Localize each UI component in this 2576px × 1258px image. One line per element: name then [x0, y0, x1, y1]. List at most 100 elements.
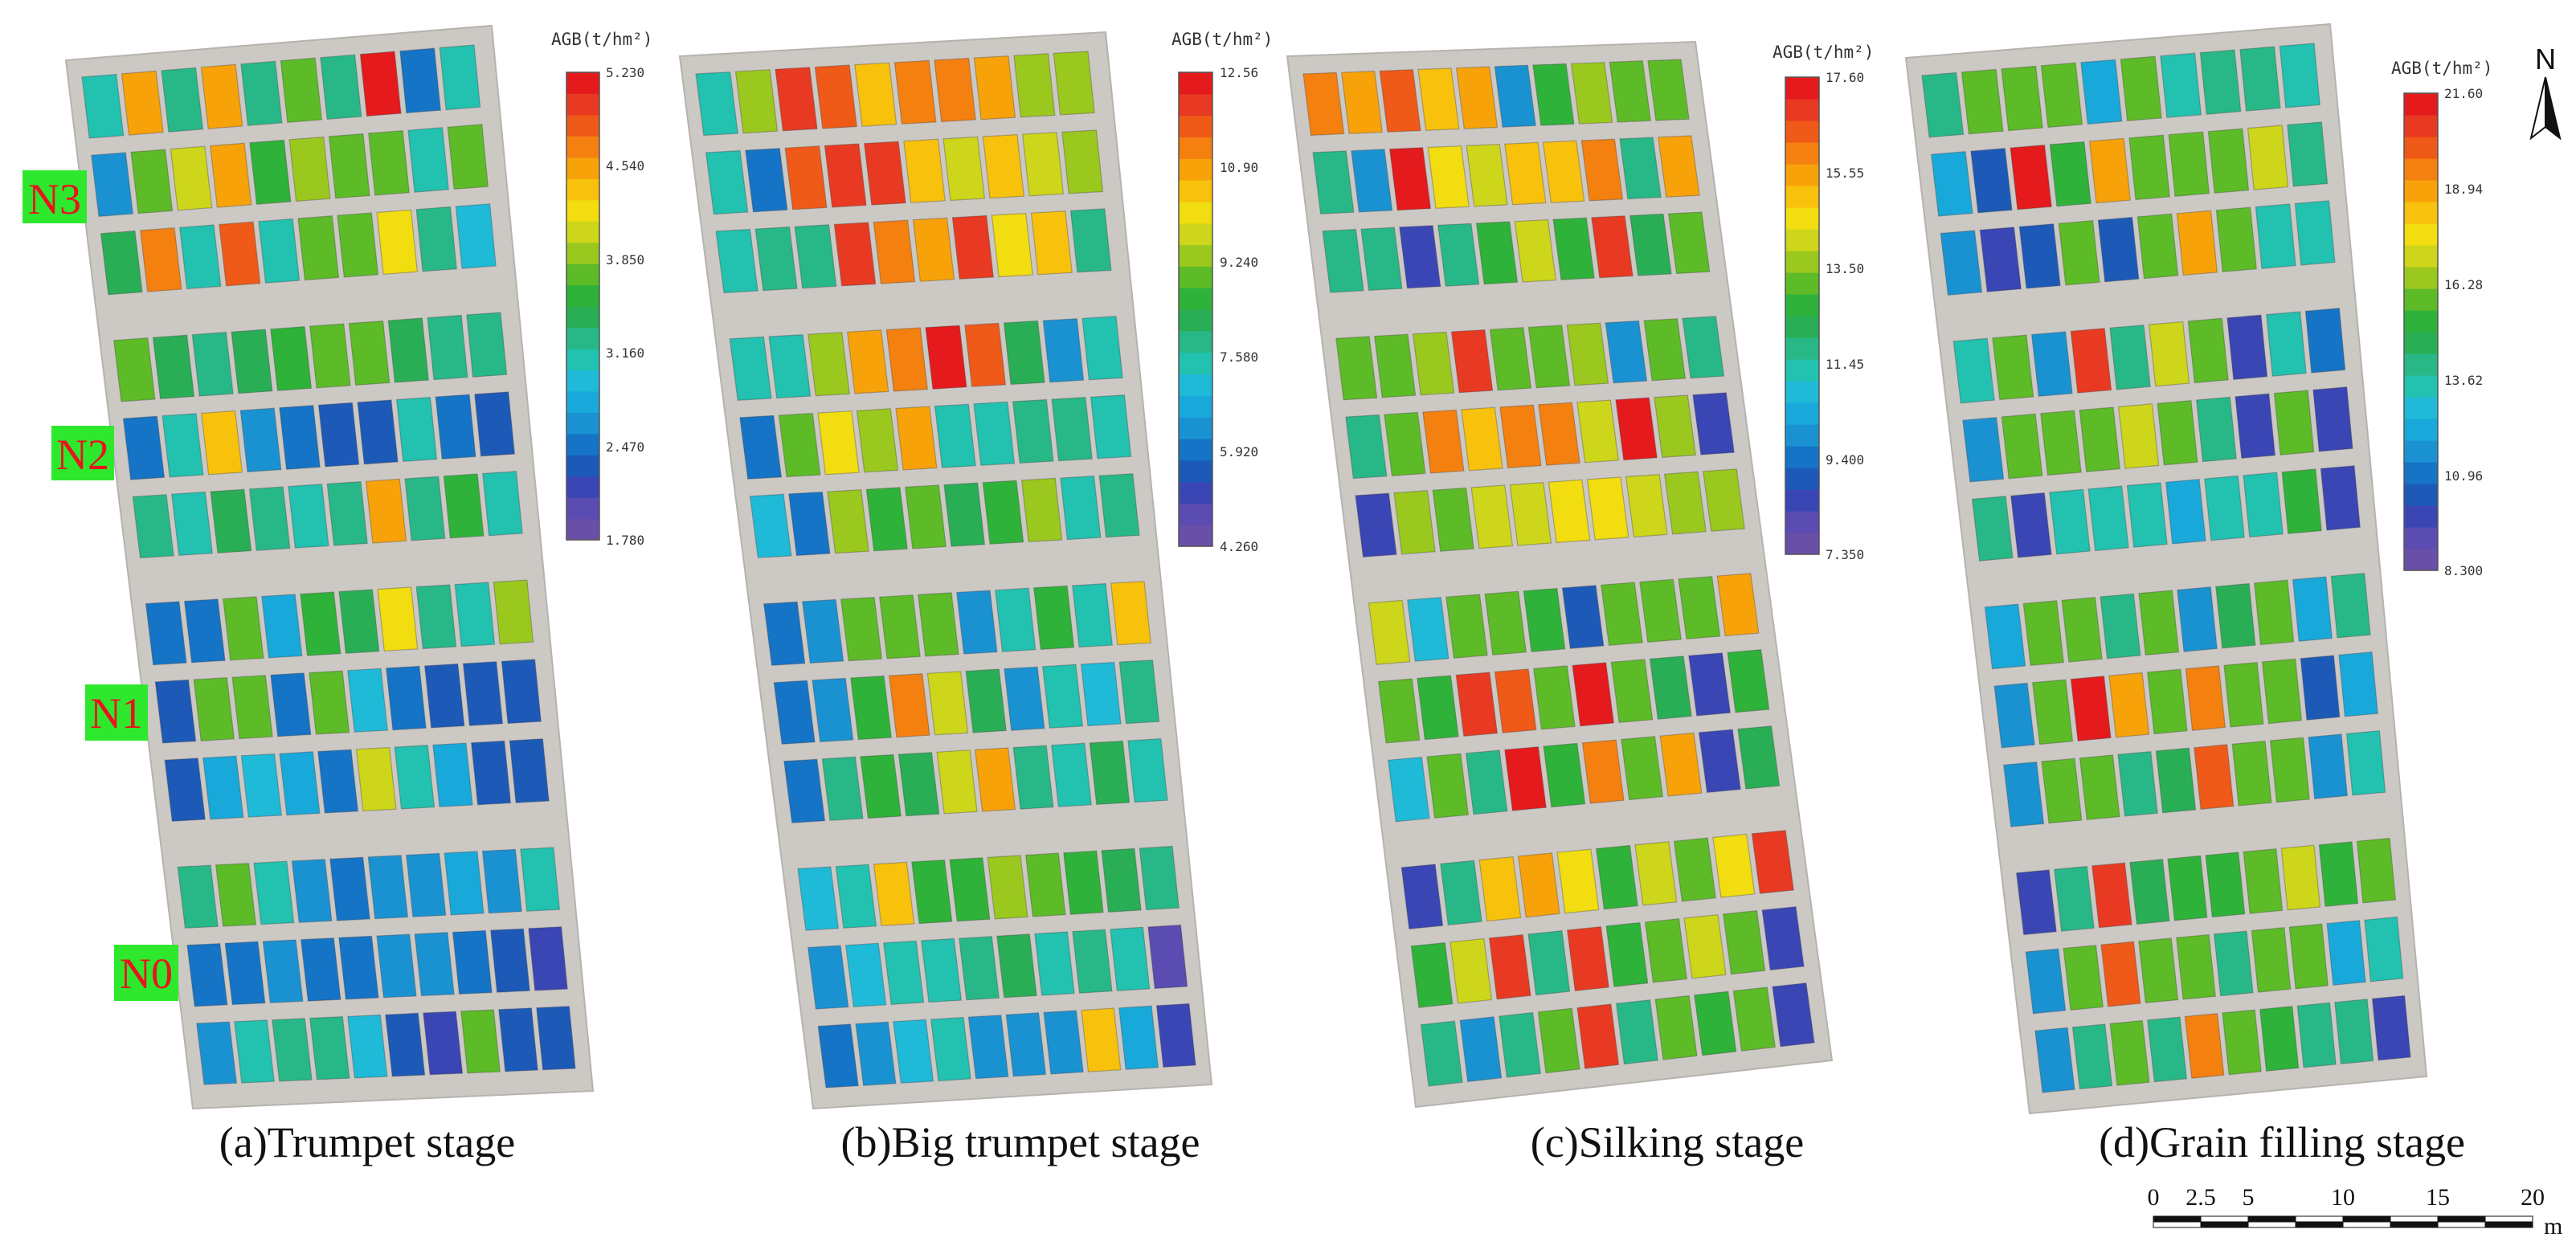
- colorbar-band: [566, 242, 599, 264]
- plot-cell: [1682, 316, 1725, 379]
- colorbar-band: [2404, 484, 2438, 506]
- plot-cell: [1504, 141, 1547, 206]
- plot-cell: [943, 482, 986, 547]
- plot-cell: [481, 848, 522, 914]
- plot-cell: [2364, 916, 2404, 982]
- plot-cell: [2003, 761, 2045, 827]
- panel-grain-filling-stage: AGB(t/hm²) 21.60 18.94 16.28 13.62 10.96…: [1904, 22, 2492, 1166]
- field-map-trumpet: [64, 24, 595, 1110]
- plot-cell: [1110, 581, 1151, 646]
- plot-cell: [921, 937, 963, 1003]
- plot-cell: [2088, 137, 2131, 204]
- plot-cell: [2054, 865, 2095, 932]
- plot-cell: [2058, 219, 2100, 286]
- plot-cell: [443, 473, 485, 539]
- plot-cell: [1043, 1010, 1084, 1075]
- plot-cell: [1351, 149, 1393, 213]
- colorbar-silking: AGB(t/hm²) 17.60 15.55 13.50 11.45 9.400…: [1773, 43, 1874, 562]
- plot-grid-grain-filling: [1921, 43, 2411, 1093]
- plot-cell: [1527, 325, 1571, 389]
- plot-cell: [1615, 397, 1658, 461]
- colorbar-band: [1785, 316, 1819, 338]
- colorbar-band: [566, 327, 599, 349]
- nitrogen-label-bg: [22, 170, 87, 223]
- scale-segment: [2295, 1215, 2344, 1223]
- plot-cell: [1527, 929, 1571, 996]
- plot-cell: [357, 399, 399, 465]
- plot-cell: [1504, 746, 1547, 811]
- plot-cell: [1654, 394, 1696, 458]
- plot-cell: [794, 224, 837, 289]
- plot-grid-trumpet: [81, 44, 576, 1085]
- plot-cell: [2215, 206, 2257, 272]
- colorbar-frame: [2403, 92, 2439, 571]
- plot-cell: [2118, 403, 2160, 469]
- scale-segment: [2342, 1215, 2391, 1223]
- plot-cell: [338, 935, 379, 1000]
- plot-cell: [2222, 1009, 2262, 1076]
- plot-cell: [1080, 661, 1122, 727]
- plot-cell: [470, 740, 512, 806]
- plot-cell: [326, 480, 368, 546]
- plot-cell: [2330, 573, 2371, 639]
- plot-cell: [2213, 930, 2254, 997]
- plot-cell: [2015, 869, 2057, 936]
- colorbar-band: [1179, 417, 1212, 439]
- caption-big-trumpet-stage: (b)Big trumpet stage: [841, 1118, 1200, 1166]
- plot-cell: [2129, 859, 2170, 925]
- plot-cell: [249, 139, 292, 205]
- plot-cell: [1427, 145, 1470, 209]
- plot-cell: [2326, 920, 2366, 986]
- colorbar-band: [2404, 115, 2438, 137]
- plot-cell: [2199, 49, 2242, 115]
- plot-cell: [812, 677, 854, 743]
- plot-cell: [1051, 396, 1093, 462]
- plot-cell: [2168, 131, 2210, 198]
- plot-cell: [856, 408, 899, 473]
- plot-cell: [2296, 1002, 2337, 1068]
- plot-cell: [863, 141, 906, 206]
- colorbar-band: [566, 348, 599, 370]
- plot-cell: [1118, 1005, 1159, 1070]
- plot-cell: [1341, 70, 1383, 135]
- colorbar-band: [1785, 186, 1819, 208]
- plot-cell: [2025, 948, 2067, 1015]
- plot-cell: [2226, 314, 2268, 381]
- plot-cell: [1012, 398, 1054, 464]
- colorbar-band: [1179, 374, 1212, 396]
- plot-cell: [300, 591, 341, 656]
- plot-cell: [132, 494, 174, 559]
- plot-cell: [1683, 914, 1727, 979]
- plot-cell: [2128, 134, 2170, 201]
- field-background: [1904, 22, 2428, 1115]
- plot-cell: [140, 227, 182, 292]
- colorbar-ticks: 5.230 4.540 3.850 3.160 2.470 1.780: [606, 65, 644, 548]
- plot-cell: [942, 136, 985, 202]
- panel-silking-stage: AGB(t/hm²) 17.60 15.55 13.50 11.45 9.400…: [1286, 40, 1874, 1166]
- plot-cell: [376, 209, 419, 276]
- colorbar-band: [566, 390, 599, 413]
- plot-cell: [951, 214, 994, 280]
- plot-cell: [338, 589, 380, 654]
- plot-cell: [280, 57, 323, 124]
- plot-cell: [1024, 852, 1066, 917]
- plot-cell: [262, 939, 304, 1003]
- scale-tick-label: 20: [2521, 1184, 2545, 1211]
- plot-cell: [1155, 1003, 1196, 1068]
- plot-cell: [2281, 468, 2322, 534]
- plot-cell: [973, 55, 1016, 120]
- plot-cell: [1360, 227, 1403, 292]
- colorbar-tick: 9.240: [1220, 255, 1258, 270]
- plot-cell: [1644, 918, 1687, 983]
- plot-cell: [2148, 321, 2190, 387]
- plot-cell: [1556, 848, 1600, 914]
- plot-cell: [2334, 999, 2374, 1064]
- plot-cell: [435, 394, 476, 459]
- panel-big-trumpet-stage: AGB(t/hm²) 12.56 10.90 9.240 7.580 5.920…: [678, 30, 1273, 1166]
- plot-cell: [1609, 60, 1651, 123]
- plot-cell: [1335, 336, 1378, 401]
- plot-cell: [2207, 128, 2250, 194]
- plot-cell: [2176, 210, 2218, 276]
- colorbar-band: [1179, 288, 1212, 310]
- colorbar-band: [566, 157, 599, 179]
